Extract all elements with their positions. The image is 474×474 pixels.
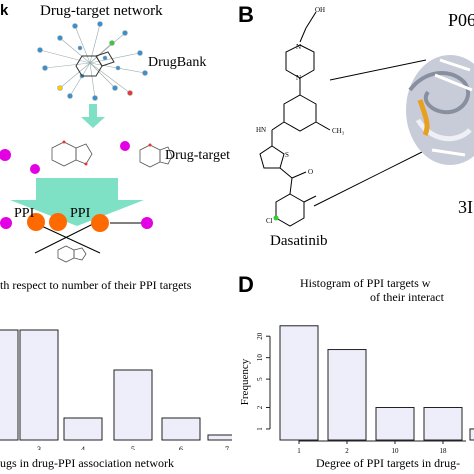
bar-c-0 bbox=[0, 329, 19, 441]
svg-text:N: N bbox=[296, 43, 301, 51]
x-tick-label-d-0: 1 bbox=[297, 447, 301, 455]
dasatinib-structure: OH N N CH₃ HN S O Cl bbox=[256, 6, 474, 227]
y-tick-label-d-2: 5 bbox=[256, 377, 264, 381]
tick-label-c-3: 5 bbox=[131, 445, 135, 450]
panel-a-letter-fragment: k bbox=[0, 2, 9, 19]
protein-ribbon bbox=[406, 55, 474, 165]
tick-label-c-5: 7 bbox=[225, 445, 229, 450]
y-tick-label-d-1: 2 bbox=[256, 405, 264, 409]
ppi-label-left: PPI bbox=[14, 206, 35, 221]
svg-text:CH₃: CH₃ bbox=[332, 127, 345, 135]
ppi-node bbox=[27, 213, 45, 231]
bar-c-2 bbox=[63, 417, 103, 441]
bar-d-0 bbox=[279, 325, 319, 441]
bar-d-1 bbox=[327, 349, 367, 441]
bar-d-2 bbox=[375, 406, 415, 441]
tick-label-c-1: 3 bbox=[37, 445, 41, 450]
y-axis-label-d: Frequency bbox=[239, 358, 251, 405]
svg-text:Cl: Cl bbox=[266, 217, 273, 225]
drug-target-label: Drug-target bbox=[165, 148, 231, 163]
bar-c-4 bbox=[161, 417, 201, 441]
bar-d-3 bbox=[423, 406, 463, 441]
svg-text:HN: HN bbox=[256, 126, 266, 134]
ppi-node bbox=[49, 213, 67, 231]
bar-c-5 bbox=[207, 434, 232, 441]
drug-name-label: Dasatinib bbox=[270, 233, 328, 249]
drug-target-molecules bbox=[51, 140, 173, 168]
panel-b-letter: B bbox=[238, 2, 254, 27]
big-down-arrow bbox=[10, 178, 144, 226]
svg-text:S: S bbox=[285, 151, 289, 159]
x-tick-label-d-3: 18 bbox=[440, 447, 448, 455]
target-nodes bbox=[0, 141, 130, 174]
protein-label-bottom: 3I bbox=[458, 197, 473, 217]
x-tick-label-d-2: 10 bbox=[392, 447, 400, 455]
y-tick-label-d-0: 1 bbox=[256, 427, 264, 431]
network-title: Drug-target network bbox=[40, 3, 163, 19]
protein-label-top: P06 bbox=[448, 10, 474, 30]
svg-text:OH: OH bbox=[315, 6, 325, 14]
network-graph bbox=[37, 21, 148, 101]
panel-c-chart: 3 4 5 6 7 bbox=[0, 329, 232, 450]
bar-c-1 bbox=[19, 329, 59, 441]
panel-c-xlabel: ugs in drug-PPI association network bbox=[0, 456, 174, 470]
bar-c-3 bbox=[113, 369, 153, 441]
x-tick-label-d-1: 2 bbox=[345, 447, 349, 455]
panel-d-letter: D bbox=[238, 272, 254, 297]
y-tick-label-d-3: 10 bbox=[256, 354, 264, 362]
panel-d-title-line1: Histogram of PPI targets w bbox=[300, 276, 431, 290]
ppi-node bbox=[0, 217, 12, 229]
panel-d-title-line2: of their interact bbox=[370, 290, 444, 304]
tick-label-c-2: 4 bbox=[81, 445, 85, 450]
y-tick-label-d-4: 20 bbox=[256, 332, 264, 340]
panel-d-chart: 1 2 5 10 20 Frequency 1 2 10 18 bbox=[239, 325, 474, 455]
svg-text:O: O bbox=[308, 168, 313, 176]
small-down-arrow bbox=[81, 104, 105, 128]
svg-text:N: N bbox=[296, 74, 301, 82]
drug-target-network-figure bbox=[0, 21, 173, 263]
ppi-node bbox=[141, 217, 153, 229]
tick-label-c-4: 6 bbox=[179, 445, 183, 450]
ppi-network bbox=[0, 213, 153, 263]
panel-c-title: th respect to number of their PPI target… bbox=[0, 278, 192, 292]
bar-d-4 bbox=[469, 428, 474, 441]
ppi-label-right: PPI bbox=[70, 206, 91, 221]
panel-d-xlabel: Degree of PPI targets in drug- bbox=[316, 456, 461, 470]
drugbank-label: DrugBank bbox=[148, 55, 207, 70]
ppi-node bbox=[91, 214, 109, 232]
